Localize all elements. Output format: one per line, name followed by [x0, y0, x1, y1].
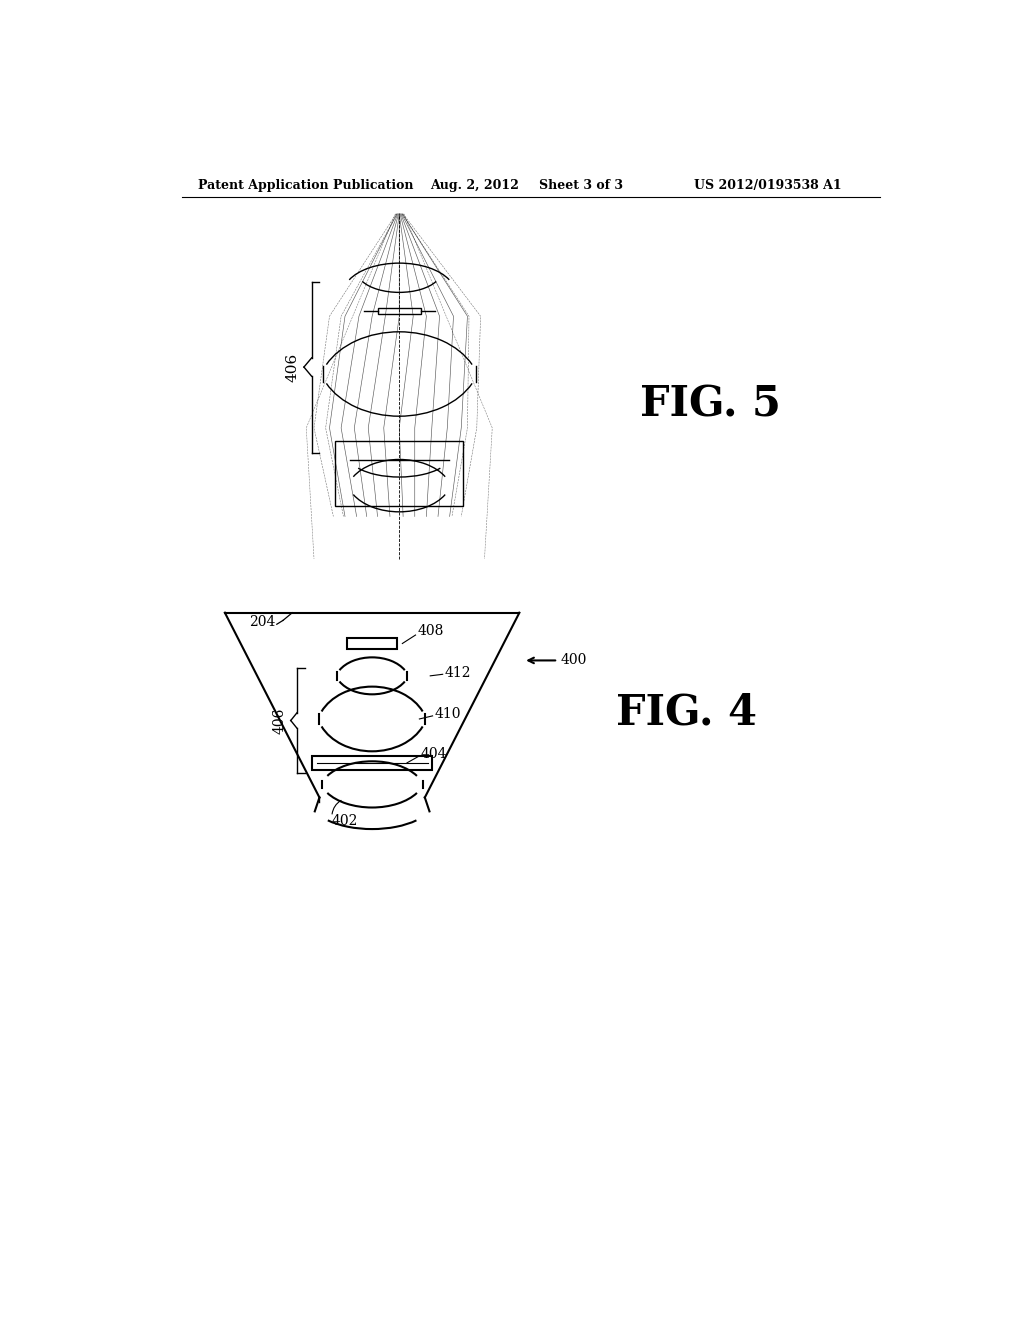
Text: FIG. 5: FIG. 5	[640, 384, 780, 426]
Text: 404: 404	[421, 747, 447, 760]
Bar	[335, 441, 463, 507]
Text: 402: 402	[332, 813, 358, 828]
Text: 400: 400	[560, 653, 587, 668]
Text: Aug. 2, 2012: Aug. 2, 2012	[430, 178, 519, 191]
Bar	[378, 308, 421, 314]
Bar	[312, 756, 432, 770]
Text: FIG. 4: FIG. 4	[616, 692, 758, 734]
Text: 408: 408	[417, 624, 443, 638]
Text: Sheet 3 of 3: Sheet 3 of 3	[539, 178, 623, 191]
Text: US 2012/0193538 A1: US 2012/0193538 A1	[693, 178, 842, 191]
Text: 204: 204	[249, 615, 275, 628]
Text: 406: 406	[286, 352, 299, 381]
Text: Patent Application Publication: Patent Application Publication	[198, 178, 414, 191]
Text: 412: 412	[444, 665, 471, 680]
Bar	[347, 638, 397, 649]
Text: 406: 406	[272, 708, 286, 734]
Text: 410: 410	[434, 708, 461, 721]
